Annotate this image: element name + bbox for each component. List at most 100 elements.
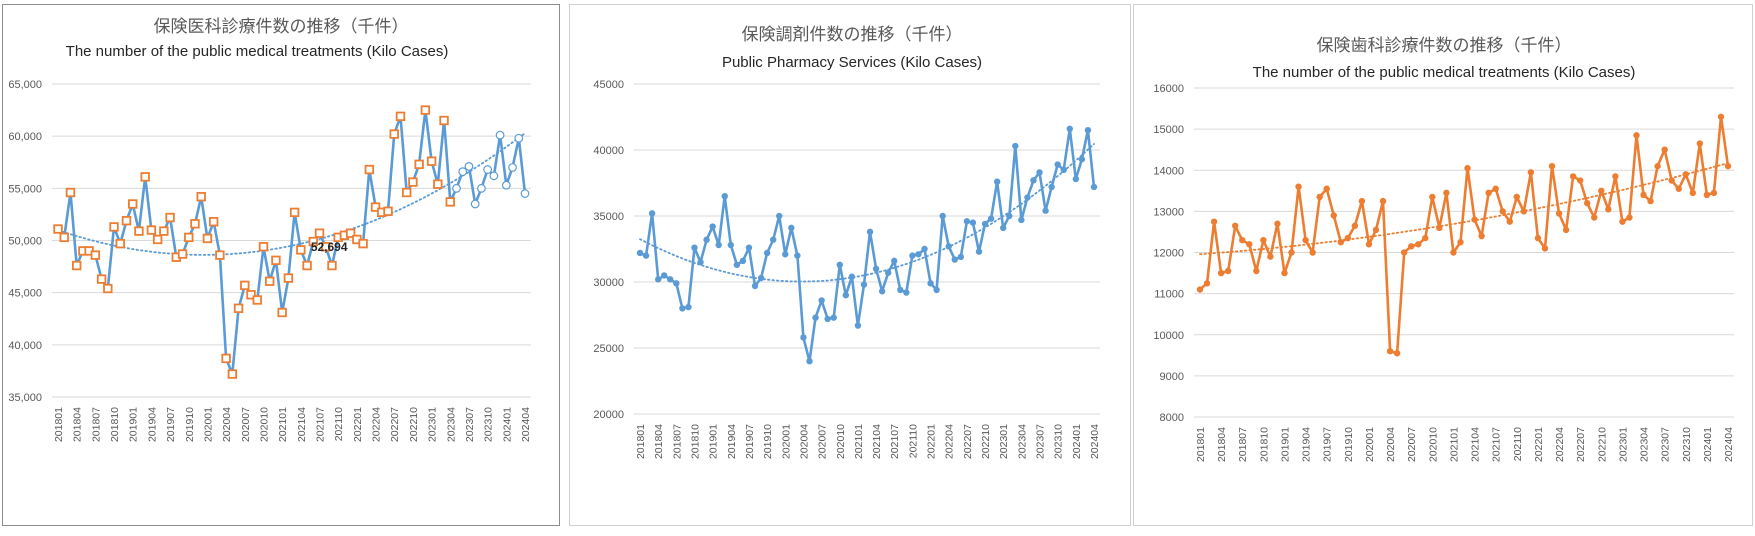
data-point (327, 260, 337, 271)
data-point (1457, 239, 1464, 246)
data-point (177, 249, 188, 259)
data-point (190, 219, 200, 229)
x-tick-label: 202301 (998, 424, 1010, 459)
data-point (842, 292, 850, 299)
data-point (1717, 113, 1725, 120)
data-point (1351, 222, 1359, 229)
x-tick-label: 202101 (1448, 427, 1460, 462)
y-tick-label: 40000 (593, 145, 624, 157)
data-point (1066, 125, 1073, 133)
data-point (109, 222, 119, 232)
data-point (715, 241, 722, 249)
data-point (824, 315, 831, 323)
x-tick-label: 202201 (926, 424, 938, 459)
series-line (56, 108, 527, 376)
x-tick-label: 202301 (427, 407, 439, 442)
data-point (1513, 193, 1520, 201)
data-point (308, 236, 318, 247)
x-tick-label: 202307 (1035, 424, 1047, 459)
data-point (53, 224, 63, 234)
x-tick-label: 202210 (1596, 427, 1608, 462)
data-point (1316, 193, 1323, 201)
data-point (296, 245, 306, 255)
data-point (1060, 166, 1067, 173)
data-point (464, 162, 474, 171)
x-tick-label: 202004 (1385, 427, 1397, 462)
data-point (1224, 267, 1232, 275)
data-point (152, 234, 163, 245)
data-point (1024, 194, 1031, 201)
data-point (969, 219, 977, 226)
data-point (1506, 218, 1513, 225)
y-tick-label: 14000 (1153, 165, 1184, 177)
data-point (727, 241, 734, 249)
data-point (1400, 249, 1408, 256)
data-point (1724, 162, 1732, 170)
data-point (408, 177, 418, 187)
data-point (483, 165, 493, 174)
x-tick-label: 202210 (408, 407, 420, 442)
x-tick-label: 202001 (780, 424, 792, 459)
data-point (1443, 189, 1450, 197)
data-point (661, 272, 668, 279)
data-point (321, 242, 331, 252)
data-point (1450, 249, 1457, 256)
x-tick-label: 202310 (1053, 424, 1065, 459)
data-point (667, 276, 674, 283)
data-point (1429, 193, 1436, 201)
data-point (812, 314, 819, 321)
data-point (1386, 348, 1394, 355)
y-tick-label: 45,000 (8, 288, 42, 300)
data-point (691, 244, 698, 251)
data-point (1640, 191, 1647, 199)
data-point (470, 199, 480, 209)
data-point (1281, 269, 1288, 277)
data-point (836, 261, 843, 269)
data-point (1703, 191, 1711, 199)
data-point (401, 187, 412, 198)
data-point (685, 303, 692, 311)
data-point (1196, 286, 1204, 293)
trendline (1199, 162, 1729, 256)
data-point (165, 212, 175, 223)
data-point (721, 193, 728, 200)
data-point (345, 228, 356, 238)
data-point (636, 249, 644, 257)
data-point (121, 215, 132, 226)
data-point (433, 179, 443, 189)
data-point (1541, 245, 1549, 252)
data-point (1436, 224, 1443, 232)
data-point (1078, 156, 1086, 163)
data-point (103, 283, 113, 294)
data-point (140, 172, 150, 182)
data-point (395, 111, 406, 122)
data-point (1520, 208, 1528, 215)
data-point (915, 251, 922, 258)
x-tick-label: 201904 (726, 424, 738, 459)
data-point (426, 156, 437, 166)
data-point (951, 256, 958, 263)
data-point (1054, 161, 1061, 168)
data-point (1647, 197, 1654, 205)
x-tick-label: 202104 (296, 407, 308, 442)
x-tick-label: 202001 (202, 407, 214, 442)
data-point (769, 236, 777, 243)
x-tick-label: 201804 (72, 407, 84, 442)
data-point (1534, 234, 1542, 242)
x-tick-label: 201807 (1237, 427, 1249, 462)
data-point (208, 217, 219, 227)
data-point (1654, 162, 1661, 170)
data-point (364, 164, 375, 175)
data-point (1302, 236, 1309, 244)
data-point (981, 220, 989, 228)
x-tick-label: 202401 (501, 407, 513, 442)
x-tick-label: 202104 (1470, 427, 1482, 462)
data-point (1372, 226, 1380, 234)
y-tick-label: 65,000 (8, 79, 42, 91)
data-point (65, 187, 76, 198)
y-tick-label: 35,000 (8, 392, 42, 404)
data-point (1471, 216, 1478, 223)
data-point (1232, 222, 1239, 229)
x-tick-label: 202404 (1723, 427, 1735, 462)
chart-panel-pharmacy: 保険調剤件数の推移（千件） Public Pharmacy Services (… (569, 4, 1131, 526)
